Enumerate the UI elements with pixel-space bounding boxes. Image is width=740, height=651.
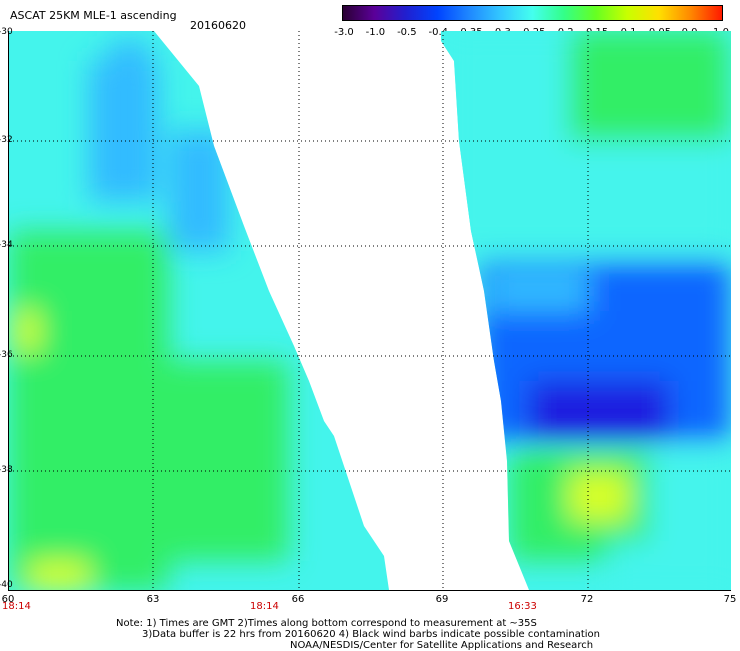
- x-label-72: 72: [580, 594, 594, 605]
- wind-speed-map: [9, 31, 731, 590]
- note-line-3: NOAA/NESDIS/Center for Satellite Applica…: [290, 640, 594, 651]
- x-label-60: 60: [1, 594, 15, 605]
- left-swath: [9, 31, 389, 590]
- map-plot-area: [8, 31, 731, 591]
- pass-time-1: 18:14: [2, 601, 31, 612]
- y-label-32: -32: [0, 135, 13, 145]
- x-label-63: 63: [146, 594, 160, 605]
- y-label-34: -34: [0, 240, 13, 250]
- colorbar-tick-label: -1.0: [365, 27, 386, 38]
- y-label-36: -36: [0, 350, 13, 360]
- colorbar-tick-label: -3.0: [334, 27, 354, 38]
- y-label-30: -30: [0, 27, 13, 37]
- colorbar-fill: [343, 6, 722, 20]
- colorbar: [342, 5, 723, 21]
- colorbar-tick-label: -0.5: [397, 27, 417, 38]
- y-label-38: -38: [0, 465, 13, 475]
- x-label-75: 75: [723, 594, 737, 605]
- note-line-2: 3)Data buffer is 22 hrs from 20160620 4)…: [142, 629, 600, 640]
- y-label-40: -40: [0, 580, 13, 590]
- map-grid: [9, 31, 731, 590]
- pass-time-2: 18:14: [250, 601, 279, 612]
- chart-title: ASCAT 25KM MLE-1 ascending: [10, 9, 177, 22]
- pass-time-3: 16:33: [508, 601, 537, 612]
- colorbar-gradient: [343, 6, 722, 20]
- colorbar-tick-label: -0.4: [428, 27, 449, 38]
- chart-date: 20160620: [190, 19, 246, 32]
- x-label-69: 69: [435, 594, 449, 605]
- note-line-1: Note: 1) Times are GMT 2)Times along bot…: [116, 618, 537, 629]
- right-swath: [441, 31, 731, 590]
- x-label-66: 66: [291, 594, 305, 605]
